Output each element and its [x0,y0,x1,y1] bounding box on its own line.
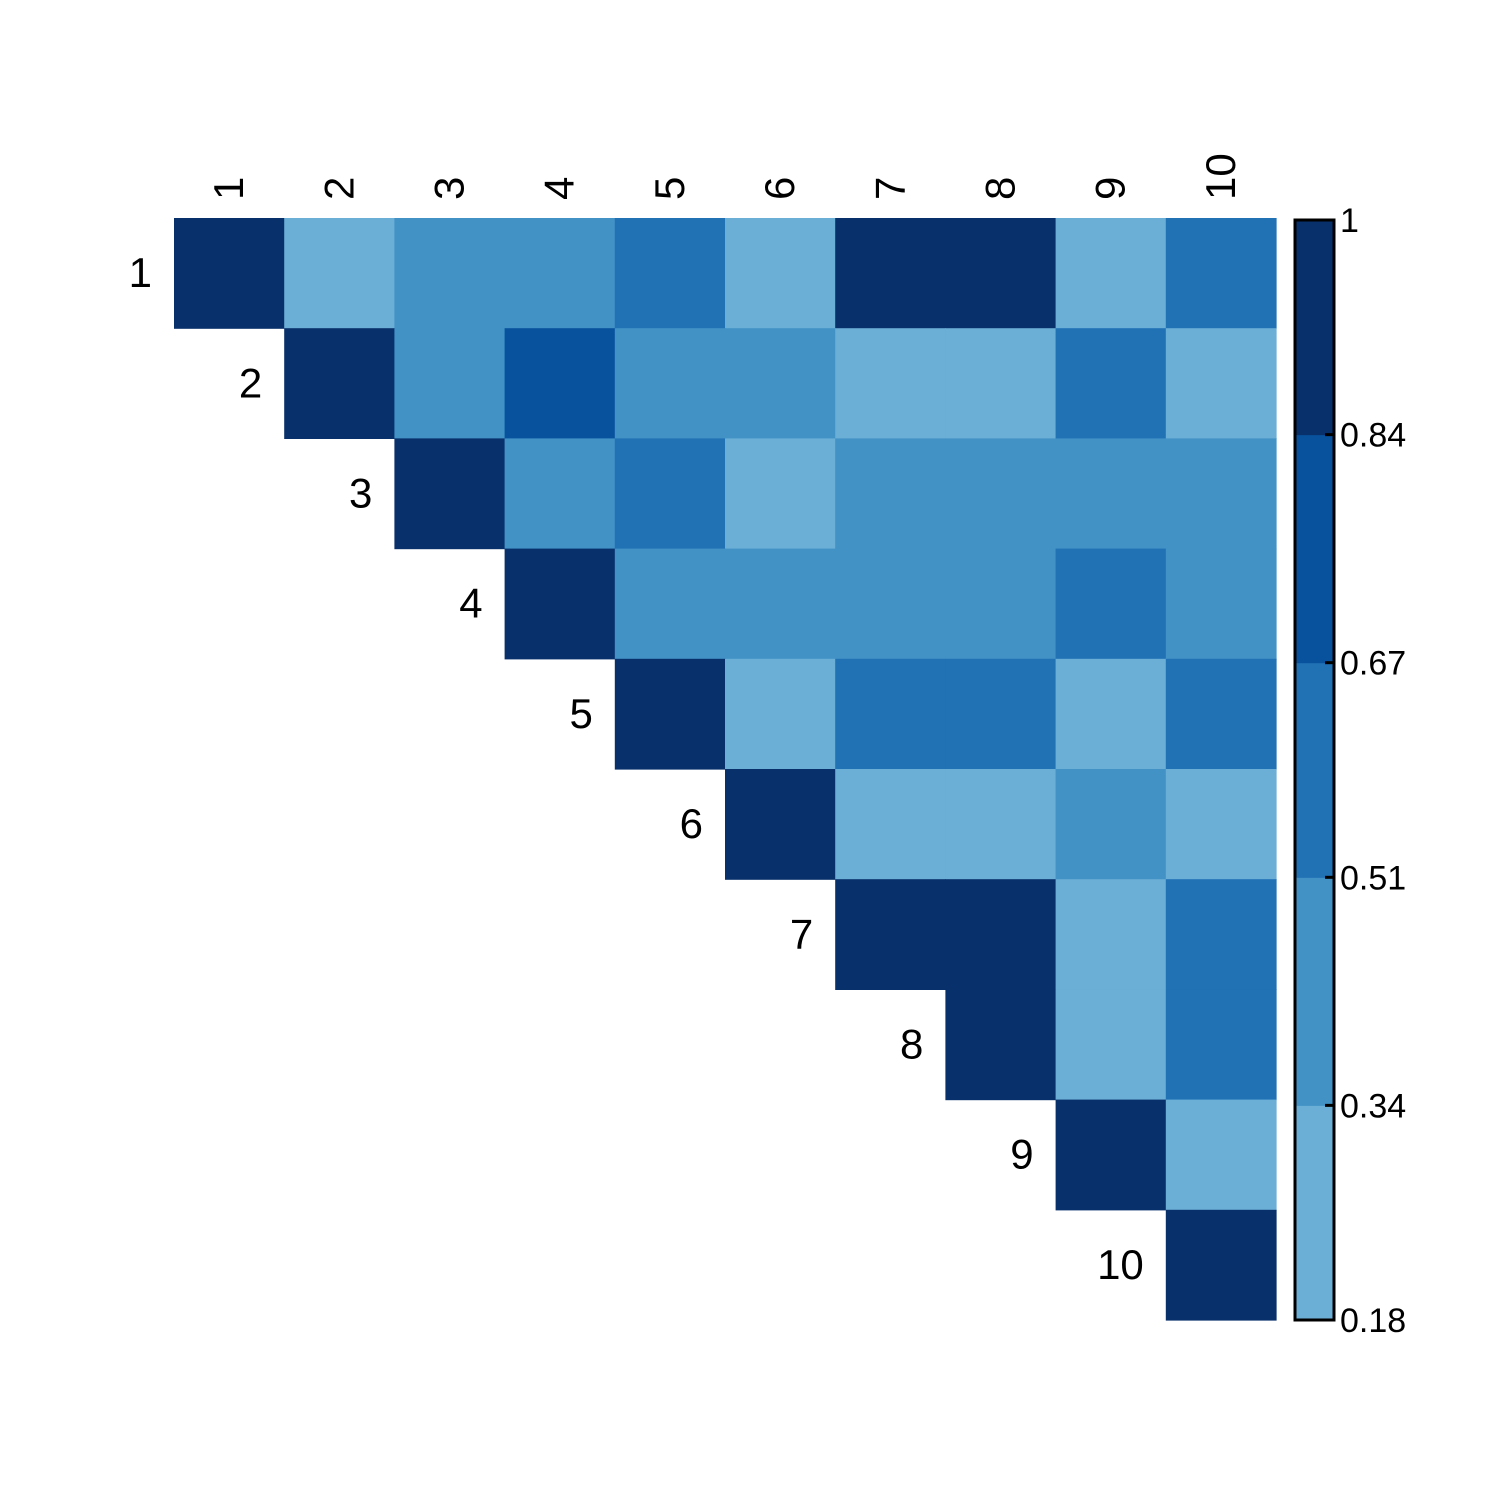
row-label-9: 9 [1010,1131,1033,1178]
heatmap-cell-2-2 [284,328,395,439]
heatmap-cell-7-8 [945,879,1057,990]
heatmap-cell-3-3 [394,438,506,550]
heatmap-cell-9-10 [1165,1099,1277,1211]
heatmap-cell-1-3 [394,218,506,329]
column-label-6: 6 [756,177,803,200]
heatmap-cell-2-7 [835,328,946,439]
heatmap-cell-2-5 [614,328,726,439]
colorbar-tick-label-3: 0.67 [1340,645,1406,683]
row-label-4: 4 [459,580,482,627]
column-label-2: 2 [315,177,362,200]
colorbar-tick-label-4: 0.51 [1340,859,1406,897]
heatmap-cell-3-5 [614,438,726,550]
heatmap-cell-1-7 [835,218,946,329]
heatmap-cell-6-10 [1165,769,1277,880]
column-label-1: 1 [205,177,252,200]
colorbar-tick-label-1: 1 [1340,202,1359,240]
heatmap-cell-1-5 [614,218,726,329]
colorbar-segment-5 [1295,220,1334,436]
heatmap-cell-5-9 [1055,658,1167,770]
row-label-2: 2 [239,359,262,406]
heatmap-cell-3-10 [1165,438,1277,550]
heatmap-cell-1-2 [284,218,395,329]
heatmap-cell-5-7 [835,658,946,770]
heatmap-cell-4-5 [614,548,726,660]
heatmap-cell-1-1 [174,218,285,329]
colorbar-segment-3 [1295,662,1334,878]
heatmap-cell-3-6 [725,438,836,550]
column-labels: 1 2 3 4 5 6 7 8 9 10 [205,153,1244,200]
heatmap-cell-7-10 [1165,879,1277,990]
heatmap-cell-3-7 [835,438,946,550]
heatmap-cell-2-6 [725,328,836,439]
row-label-1: 1 [129,249,152,296]
colorbar-segment-4 [1295,434,1334,664]
heatmap-cell-6-9 [1055,769,1167,880]
heatmap-cell-8-9 [1055,989,1167,1101]
heatmap-cell-8-10 [1165,989,1277,1101]
colorbar-segment-2 [1295,877,1334,1106]
colorbar-tick-label-6: 0.18 [1340,1302,1406,1340]
heatmap-cell-9-9 [1055,1099,1167,1211]
heatmap-cell-4-7 [835,548,946,660]
heatmap-cell-1-9 [1055,218,1167,329]
heatmap-cell-5-6 [725,658,836,770]
colorbar-segment-1 [1295,1105,1334,1321]
column-label-10: 10 [1197,153,1244,200]
heatmap-cell-4-8 [945,548,1057,660]
colorbar-frame [1293,218,1336,1322]
cells-layer [174,218,1277,1321]
heatmap-cell-6-8 [945,769,1057,880]
heatmap-cell-10-10 [1165,1209,1277,1321]
row-label-6: 6 [680,800,703,847]
heatmap-cell-6-6 [725,769,836,880]
column-label-3: 3 [426,177,473,200]
heatmap-cell-2-10 [1165,328,1277,439]
column-label-8: 8 [977,177,1024,200]
heatmap-cell-3-8 [945,438,1057,550]
row-label-3: 3 [349,470,372,517]
column-label-4: 4 [536,177,583,200]
heatmap-cell-8-8 [945,989,1057,1101]
row-label-10: 10 [1097,1241,1144,1288]
heatmap-cell-2-8 [945,328,1057,439]
heatmap-cell-5-8 [945,658,1057,770]
heatmap-cell-7-7 [835,879,946,990]
heatmap-cell-4-9 [1055,548,1167,660]
heatmap-cell-1-6 [725,218,836,329]
heatmap-cell-2-4 [504,328,616,439]
heatmap-cell-2-3 [394,328,506,439]
heatmap-cell-4-10 [1165,548,1277,660]
column-label-9: 9 [1087,177,1134,200]
heatmap-cell-3-9 [1055,438,1167,550]
heatmap-cell-1-10 [1165,218,1277,329]
heatmap-cell-6-7 [835,769,946,880]
heatmap-cell-5-10 [1165,658,1277,770]
heatmap-cell-1-4 [504,218,616,329]
column-label-5: 5 [646,177,693,200]
heatmap-cell-1-8 [945,218,1057,329]
column-label-7: 7 [866,177,913,200]
heatmap-cell-4-6 [725,548,836,660]
row-labels: 1 2 3 4 5 6 7 8 9 10 [129,249,1144,1288]
heatmap-cell-7-9 [1055,879,1167,990]
colorbar-tick-label-5: 0.34 [1340,1087,1406,1125]
heatmap-cell-3-4 [504,438,616,550]
row-label-8: 8 [900,1021,923,1068]
colorbar-tick-label-2: 0.84 [1340,417,1406,455]
heatmap-cell-4-4 [504,548,616,660]
row-label-7: 7 [790,910,813,957]
heatmap-cell-2-9 [1055,328,1167,439]
row-label-5: 5 [569,690,592,737]
colorbar: 1 0.84 0.67 0.51 0.34 0.18 [1293,202,1406,1340]
heatmap-cell-5-5 [614,658,726,770]
